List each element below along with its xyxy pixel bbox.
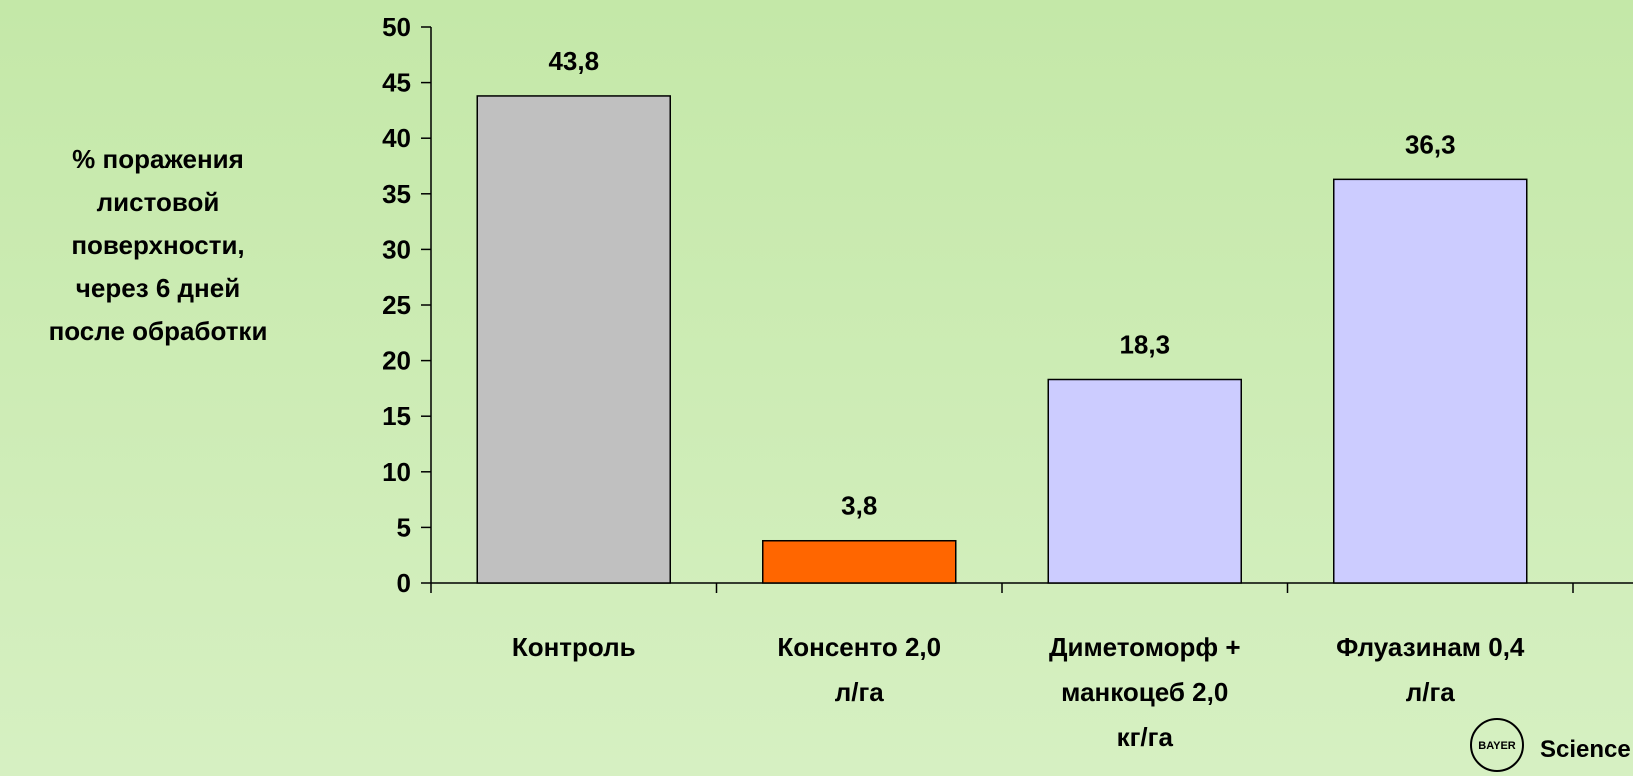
x-tick-label: Диметоморф + манкоцеб 2,0 кг/га bbox=[1048, 632, 1241, 752]
bar bbox=[762, 539, 957, 584]
y-tick-label: 35 bbox=[382, 179, 411, 209]
y-axis-label: % поражения листовой поверхности, через … bbox=[48, 144, 268, 346]
y-tick-label: 20 bbox=[382, 346, 411, 376]
logo: BAYER bbox=[1478, 740, 1516, 752]
x-tick-label: Флуазинам 0,4 л/га bbox=[1336, 632, 1525, 707]
y-tick-label: 40 bbox=[382, 123, 411, 153]
y-tick-label: 15 bbox=[382, 401, 411, 431]
y-tick-label: 0 bbox=[397, 568, 411, 598]
y-tick-label: 45 bbox=[382, 68, 411, 98]
bar bbox=[1047, 378, 1242, 584]
bar bbox=[1333, 178, 1528, 584]
value-label: 3,8 bbox=[841, 491, 877, 521]
logo-circle bbox=[1470, 718, 1524, 772]
y-tick-label: 50 bbox=[382, 12, 411, 42]
footer: Science For bbox=[1540, 736, 1633, 763]
x-tick-label: Консенто 2,0 л/га bbox=[777, 632, 942, 707]
y-tick-label: 30 bbox=[382, 234, 411, 264]
y-tick-label: 10 bbox=[382, 457, 411, 487]
value-label: 18,3 bbox=[1119, 330, 1170, 360]
value-label: 43,8 bbox=[548, 46, 599, 76]
x-tick-label: Контроль bbox=[511, 632, 636, 662]
y-tick-label: 25 bbox=[382, 290, 411, 320]
value-label: 36,3 bbox=[1405, 129, 1456, 159]
bar bbox=[476, 95, 671, 584]
y-tick-label: 5 bbox=[397, 512, 411, 542]
